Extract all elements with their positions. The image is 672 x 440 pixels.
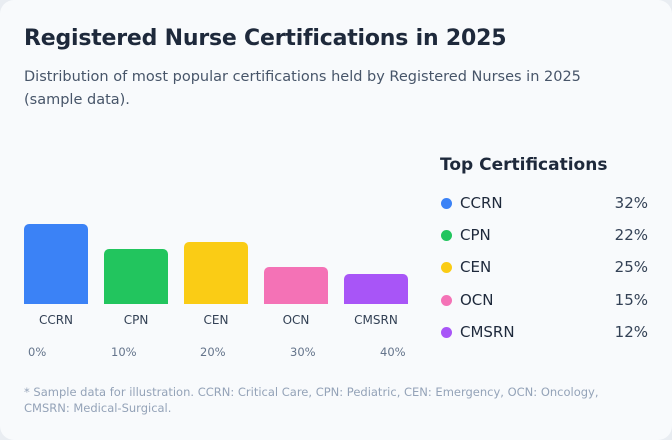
legend-dot	[441, 262, 452, 274]
axis-tick-label: 40%	[380, 345, 406, 359]
legend-dot	[441, 230, 452, 242]
legend-item-ocn: OCN 15%	[440, 290, 648, 312]
category-label: CMSRN	[354, 313, 398, 327]
axis-tick-label: 20%	[200, 345, 226, 359]
bar-plot: CCRN CPN CEN OCN CMSRN 0% 10% 20% 30% 40%	[24, 224, 408, 359]
legend-value: 12%	[614, 322, 648, 341]
category-label: OCN	[282, 313, 310, 327]
legend-dot	[441, 294, 452, 306]
legend-item-ccrn: CCRN 32%	[440, 193, 648, 215]
legend-value: 32%	[614, 194, 648, 212]
legend-item-cmsrn: CMSRN 12%	[440, 322, 648, 344]
bar-cmsrn	[344, 274, 408, 304]
chart-subtitle: Distribution of most popular certificati…	[24, 69, 581, 108]
legend-dot	[441, 326, 452, 338]
axis-tick-label: 30%	[290, 345, 316, 359]
footnote: * Sample data for illustration. CCRN: Cr…	[24, 385, 599, 415]
legend-label: CCRN	[460, 194, 503, 212]
legend-label: CMSRN	[460, 322, 515, 341]
chart-title: Registered Nurse Certifications in 2025	[24, 26, 507, 51]
category-label: CPN	[123, 313, 149, 327]
axis-tick-label: 0%	[28, 345, 47, 359]
axis-tick-label: 10%	[111, 345, 137, 359]
legend-title: Top Certifications	[440, 155, 608, 175]
legend-value: 22%	[614, 226, 648, 245]
bar-cpn	[104, 249, 168, 304]
legend-item-cpn: CPN 22%	[440, 225, 648, 247]
bar-cen	[184, 241, 248, 304]
bar-ocn	[264, 266, 328, 304]
category-label: CCRN	[38, 313, 74, 327]
category-label: CEN	[203, 313, 229, 327]
legend-label: CEN	[460, 258, 492, 277]
legend-dot	[441, 198, 452, 209]
legend-value: 25%	[614, 258, 648, 277]
legend-value: 15%	[614, 290, 648, 309]
legend-label: OCN	[460, 290, 494, 309]
legend-label: CPN	[460, 226, 491, 245]
bar-ccrn	[24, 224, 88, 304]
legend-item-cen: CEN 25%	[440, 257, 648, 279]
